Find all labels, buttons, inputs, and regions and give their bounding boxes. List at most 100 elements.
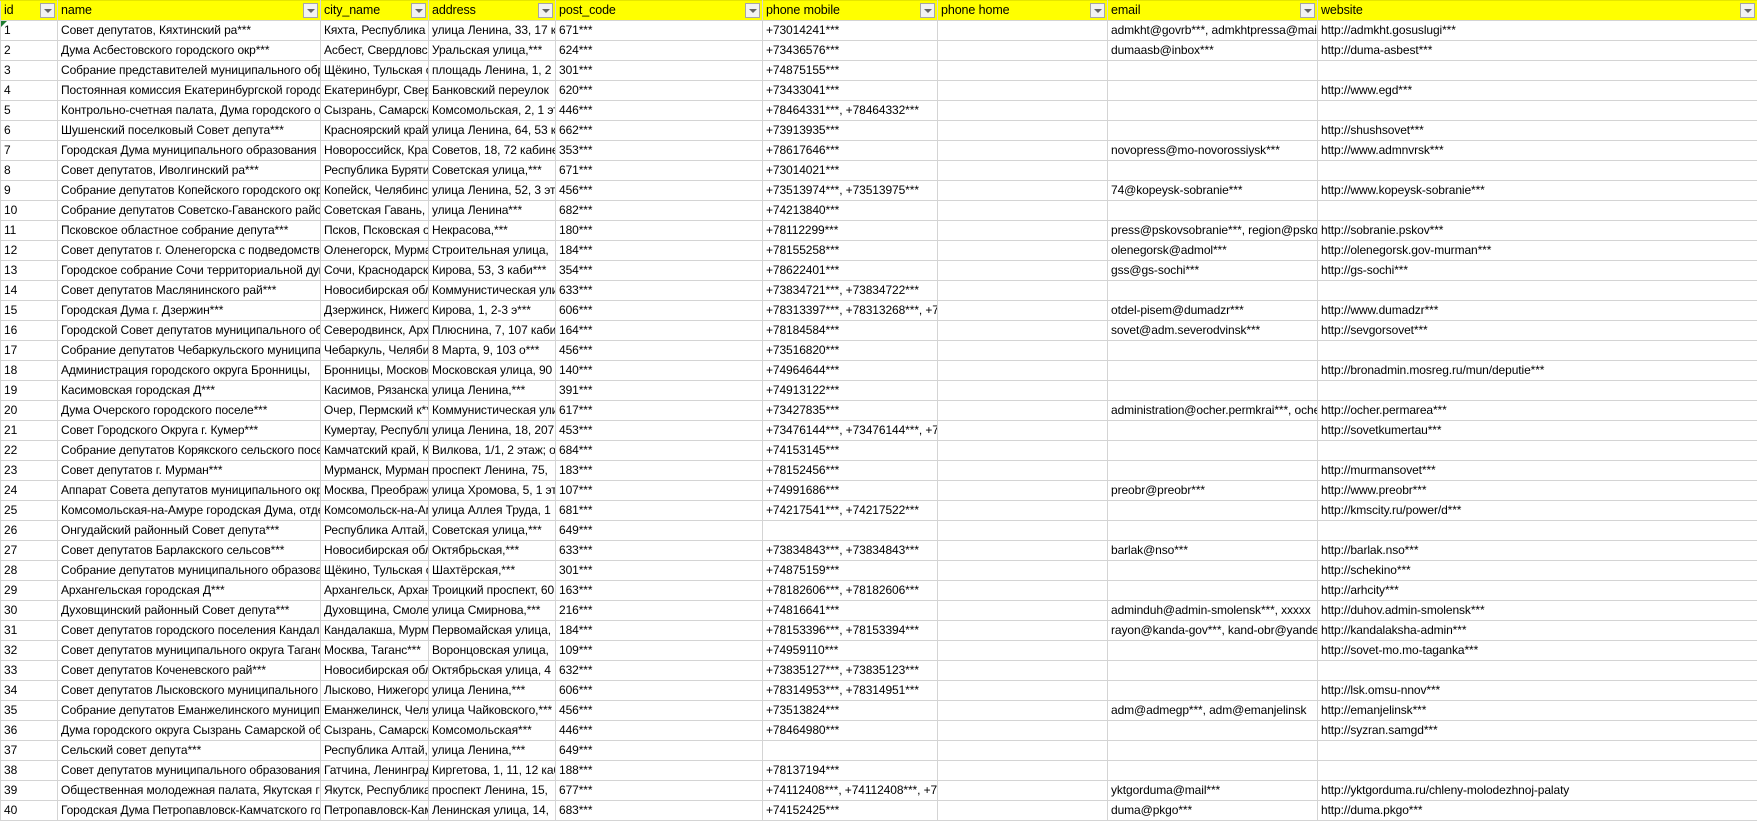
cell-phone-mobile[interactable]: +74991686*** [762,480,938,501]
cell-website[interactable] [1317,740,1757,761]
cell-post-code[interactable]: 682*** [555,200,763,221]
cell-city-name[interactable]: Комсомольск-на-Амуре [320,500,429,521]
column-header-address[interactable]: address [428,0,556,21]
cell-id[interactable]: 18 [0,360,58,381]
cell-post-code[interactable]: 624*** [555,40,763,61]
cell-name[interactable]: Шушенский поселковый Совет депута*** [57,120,321,141]
cell-id[interactable]: 15 [0,300,58,321]
cell-website[interactable] [1317,200,1757,221]
cell-address[interactable]: Троицкий проспект, 60 [428,580,556,601]
cell-name[interactable]: Собрание депутатов Корякского сельского … [57,440,321,461]
cell-address[interactable]: Советская улица,*** [428,160,556,181]
column-header-name[interactable]: name [57,0,321,21]
cell-post-code[interactable]: 662*** [555,120,763,141]
cell-website[interactable]: http://ocher.permarea*** [1317,400,1757,421]
cell-phone-home[interactable] [937,560,1108,581]
cell-address[interactable]: проспект Ленина, 15, [428,780,556,801]
cell-address[interactable]: площадь Ленина, 1, 2 [428,60,556,81]
cell-address[interactable]: улица Ленина,*** [428,740,556,761]
cell-city-name[interactable]: Бронницы, Московская [320,360,429,381]
cell-phone-mobile[interactable]: +73913935*** [762,120,938,141]
cell-address[interactable]: Банковский переулок [428,80,556,101]
cell-phone-home[interactable] [937,400,1108,421]
cell-phone-mobile[interactable] [762,520,938,541]
cell-phone-mobile[interactable]: +74964644*** [762,360,938,381]
cell-city-name[interactable]: Лысково, Нижегородская [320,680,429,701]
filter-dropdown-icon[interactable] [1300,3,1315,18]
cell-phone-home[interactable] [937,100,1108,121]
cell-post-code[interactable]: 456*** [555,700,763,721]
cell-phone-home[interactable] [937,660,1108,681]
cell-address[interactable]: Советов, 18, 72 кабинет [428,140,556,161]
cell-website[interactable]: http://sovetkumertau*** [1317,420,1757,441]
cell-post-code[interactable]: 353*** [555,140,763,161]
cell-website[interactable]: http://shushsovet*** [1317,120,1757,141]
cell-phone-home[interactable] [937,20,1108,41]
cell-address[interactable]: Киргетова, 1, 11, 12 каб [428,760,556,781]
cell-address[interactable]: Московская улица, 90 [428,360,556,381]
cell-address[interactable]: Кирова, 53, 3 каби*** [428,260,556,281]
filter-dropdown-icon[interactable] [920,3,935,18]
cell-city-name[interactable]: Еманжелинск, Челябинская [320,700,429,721]
cell-phone-home[interactable] [937,680,1108,701]
cell-email[interactable] [1107,500,1318,521]
cell-website[interactable]: http://kandalaksha-admin*** [1317,620,1757,641]
cell-post-code[interactable]: 163*** [555,580,763,601]
cell-name[interactable]: Псковское областное собрание депута*** [57,220,321,241]
cell-city-name[interactable]: Очер, Пермский к*** [320,400,429,421]
cell-phone-home[interactable] [937,720,1108,741]
cell-email[interactable] [1107,80,1318,101]
cell-address[interactable]: улица Ленина, 64, 53 каб [428,120,556,141]
cell-phone-home[interactable] [937,700,1108,721]
cell-name[interactable]: Общественная молодежная палата, Якутская… [57,780,321,801]
cell-id[interactable]: 10 [0,200,58,221]
cell-city-name[interactable]: Республика Алтай, [320,520,429,541]
cell-website[interactable]: http://www.admnvrsk*** [1317,140,1757,161]
cell-name[interactable]: Городская Дума Петропавловск-Камчатского… [57,800,321,821]
cell-website[interactable] [1317,340,1757,361]
cell-city-name[interactable]: Духовщина, Смоленская [320,600,429,621]
cell-city-name[interactable]: Москва, Преображенское [320,480,429,501]
cell-id[interactable]: 27 [0,540,58,561]
cell-city-name[interactable]: Якутск, Республика [320,780,429,801]
cell-website[interactable]: http://www.preobr*** [1317,480,1757,501]
cell-phone-home[interactable] [937,260,1108,281]
cell-id[interactable]: 38 [0,760,58,781]
cell-id[interactable]: 23 [0,460,58,481]
cell-post-code[interactable]: 620*** [555,80,763,101]
cell-address[interactable]: улица Смирнова,*** [428,600,556,621]
cell-phone-mobile[interactable] [762,740,938,761]
cell-name[interactable]: Касимовская городская Д*** [57,380,321,401]
cell-city-name[interactable]: Архангельск, Архангельская [320,580,429,601]
cell-id[interactable]: 30 [0,600,58,621]
cell-address[interactable]: Коммунистическая улица [428,400,556,421]
cell-phone-home[interactable] [937,60,1108,81]
cell-phone-mobile[interactable]: +73513824*** [762,700,938,721]
cell-address[interactable]: Коммунистическая улица [428,280,556,301]
cell-name[interactable]: Совет депутатов, Иволгинский ра*** [57,160,321,181]
cell-phone-home[interactable] [937,80,1108,101]
cell-id[interactable]: 1 [0,20,58,41]
column-header-phone-mobile[interactable]: phone mobile [762,0,938,21]
cell-website[interactable]: http://kmscity.ru/power/d*** [1317,500,1757,521]
cell-email[interactable]: sovet@adm.severodvinsk*** [1107,320,1318,341]
cell-website[interactable] [1317,660,1757,681]
cell-email[interactable] [1107,160,1318,181]
cell-email[interactable] [1107,120,1318,141]
column-header-website[interactable]: website [1317,0,1757,21]
cell-phone-mobile[interactable]: +78112299*** [762,220,938,241]
column-header-city-name[interactable]: city_name [320,0,429,21]
cell-city-name[interactable]: Щёкино, Тульская обл [320,560,429,581]
cell-phone-home[interactable] [937,600,1108,621]
cell-phone-mobile[interactable]: +74816641*** [762,600,938,621]
cell-address[interactable]: Вилкова, 1/1, 2 этаж; офис [428,440,556,461]
cell-phone-mobile[interactable]: +73476144***, +73476144***, +73476 [762,420,938,441]
cell-address[interactable]: Октябрьская улица, 4 [428,660,556,681]
cell-name[interactable]: Городская Дума г. Дзержин*** [57,300,321,321]
cell-phone-home[interactable] [937,440,1108,461]
cell-address[interactable]: Первомайская улица, [428,620,556,641]
cell-city-name[interactable]: Новосибирская область [320,280,429,301]
cell-website[interactable] [1317,100,1757,121]
cell-name[interactable]: Дума городского округа Сызрань Самарской… [57,720,321,741]
cell-phone-home[interactable] [937,540,1108,561]
